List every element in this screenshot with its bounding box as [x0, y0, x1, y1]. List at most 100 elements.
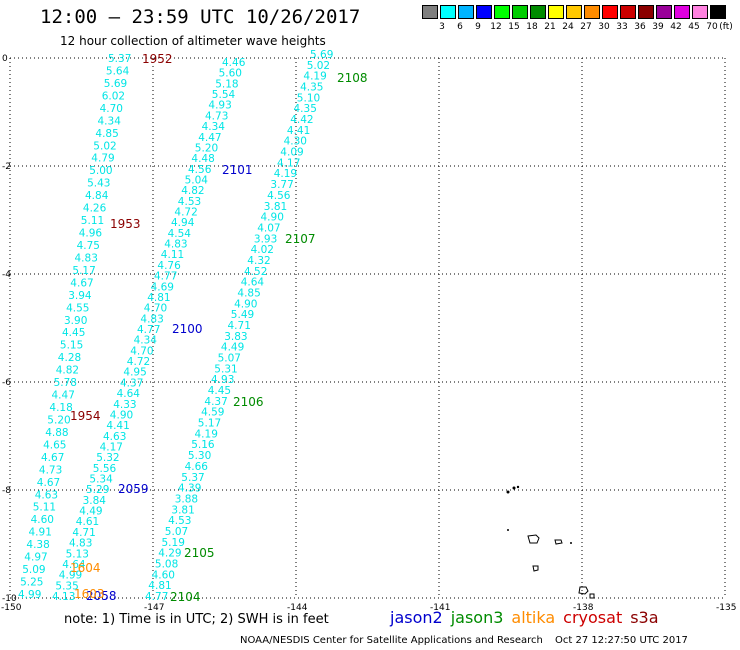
wave-height-value: 4.45 — [208, 385, 231, 397]
wave-height-value: 4.18 — [49, 402, 72, 414]
wave-height-value: 4.07 — [257, 222, 280, 234]
colorbar-swatch — [674, 5, 690, 19]
wave-height-value: 4.53 — [178, 196, 201, 208]
wave-height-value: 5.56 — [93, 463, 117, 475]
colorbar-label: 30 — [598, 22, 610, 32]
wave-height-value: 4.53 — [168, 515, 191, 527]
wave-height-value: 4.34 — [98, 115, 122, 127]
colorbar-swatch — [458, 5, 474, 19]
wave-height-value: 5.54 — [212, 89, 236, 101]
colorbar-label: 15 — [508, 22, 520, 32]
wave-height-value: 5.02 — [93, 140, 116, 152]
legend-jason2: jason2 — [390, 608, 443, 627]
wave-height-value: 4.79 — [91, 153, 114, 165]
wave-height-value: 3.81 — [171, 504, 194, 516]
island-dot — [506, 490, 510, 494]
wave-height-value: 4.42 — [290, 114, 313, 126]
wave-height-value: 4.17 — [100, 442, 123, 454]
wave-height-value: 4.64 — [62, 559, 86, 571]
wave-height-value: 4.88 — [45, 427, 68, 439]
pass-label-1604: 1604 — [70, 561, 101, 575]
colorbar-swatch — [512, 5, 528, 19]
colorbar-label: 6 — [457, 22, 463, 32]
wave-height-value: 4.41 — [287, 125, 310, 137]
wave-height-value: 4.19 — [274, 168, 297, 180]
wave-height-value: 5.07 — [218, 353, 241, 365]
wave-height-value: 4.60 — [152, 569, 175, 581]
wave-height-value: 4.47 — [198, 132, 221, 144]
wave-height-value: 5.10 — [297, 92, 320, 104]
wave-height-value: 4.63 — [35, 489, 58, 501]
wave-height-value: 5.37 — [181, 472, 204, 484]
footer-note: note: 1) Time is in UTC; 2) SWH is in fe… — [64, 612, 329, 627]
wave-height-value: 4.52 — [244, 266, 267, 278]
wave-height-value: 5.11 — [81, 215, 104, 227]
wave-height-value: 4.32 — [247, 255, 270, 267]
wave-height-value: 5.30 — [188, 450, 211, 462]
wave-height-value: 5.17 — [198, 418, 221, 430]
pass-labels: 1952 1953 1954 2100 2101 2059 2058 2108 2107 2106… — [70, 52, 368, 604]
colorbar-swatch — [692, 5, 708, 19]
wave-height-value: 4.83 — [69, 538, 92, 550]
lat-label: -8 — [2, 486, 11, 496]
wave-height-value: 3.81 — [264, 201, 287, 213]
wave-height-value: 4.97 — [24, 552, 47, 564]
island-shape — [578, 586, 589, 595]
map-title: 12:00 — 23:59 UTC 10/26/2017 — [40, 6, 361, 28]
island-dot — [507, 529, 509, 531]
wave-height-value: 4.67 — [70, 277, 93, 289]
wave-height-value: 5.69 — [104, 78, 127, 90]
wave-height-value: 4.71 — [72, 527, 95, 539]
wave-height-value: 4.93 — [208, 100, 231, 112]
wave-height-value: 3.93 — [254, 233, 277, 245]
pass-label-2058: 2058 — [86, 589, 117, 603]
wave-height-value: 4.69 — [151, 281, 174, 293]
wave-height-value: 4.99 — [18, 589, 41, 601]
wave-height-value: 4.90 — [110, 409, 133, 421]
wave-height-value: 5.34 — [89, 474, 113, 486]
wave-height-value: 5.07 — [165, 526, 188, 538]
mission-legend: jason2 jason3 altika cryosat s3a — [390, 608, 667, 627]
wave-height-value: 4.76 — [157, 260, 181, 272]
pass-label-2059: 2059 — [118, 482, 149, 496]
colorbar-swatch — [710, 5, 726, 19]
wave-height-value: 5.16 — [191, 439, 215, 451]
wave-height-value: 5.00 — [89, 165, 112, 177]
wave-height-value: 5.15 — [60, 340, 83, 352]
wave-height-value: 4.90 — [261, 212, 284, 224]
lon-label: -147 — [144, 603, 164, 613]
pass-label-2100: 2100 — [172, 322, 203, 336]
wave-height-value: 4.34 — [202, 121, 226, 133]
wave-height-value: 4.75 — [77, 240, 100, 252]
wave-height-value: 4.67 — [37, 477, 60, 489]
wave-height-value: 4.85 — [237, 288, 260, 300]
wave-height-value: 3.88 — [175, 493, 198, 505]
wave-height-value: 4.38 — [26, 539, 49, 551]
wave-height-value: 4.49 — [79, 506, 102, 518]
wave-height-value: 5.29 — [86, 484, 109, 496]
colorbar-label: 39 — [652, 22, 664, 32]
wave-height-value: 4.93 — [211, 374, 234, 386]
lat-label: 0 — [2, 54, 8, 64]
pass-label-1953: 1953 — [110, 217, 141, 231]
wave-height-value: 4.41 — [106, 420, 129, 432]
island-shape — [554, 539, 563, 545]
colorbar-swatch — [602, 5, 618, 19]
colorbar-label: 24 — [562, 22, 574, 32]
lon-label: -144 — [287, 603, 308, 613]
wave-height-value: 5.69 — [310, 49, 333, 61]
wave-height-value: 4.30 — [284, 136, 307, 148]
wave-height-value: 4.19 — [195, 428, 218, 440]
pass-label-2107: 2107 — [285, 232, 316, 246]
pass-label-1954: 1954 — [70, 409, 101, 423]
wave-height-value: 4.39 — [178, 483, 201, 495]
wave-height-value: 3.90 — [64, 315, 87, 327]
island-shape — [532, 565, 539, 572]
wave-height-value: 4.83 — [75, 252, 98, 264]
pass-label-1952: 1952 — [142, 52, 173, 66]
wave-height-value: 4.72 — [174, 207, 197, 219]
lon-label: -150 — [1, 603, 22, 613]
wave-height-value: 4.85 — [95, 128, 118, 140]
legend-altika: altika — [511, 608, 556, 627]
